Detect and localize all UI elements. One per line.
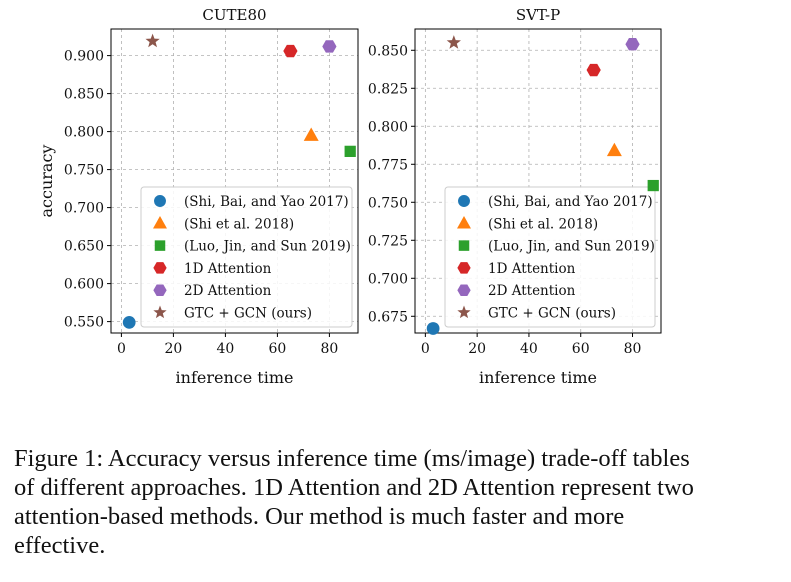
y-tick-label: 0.825: [368, 81, 408, 97]
x-tick-label: 20: [468, 341, 486, 357]
plot-frame: [110, 28, 359, 334]
legend-entry: 1D Attention: [184, 261, 272, 277]
data-point-luo-jin-and-sun-2019: [344, 145, 356, 157]
legend: (Shi, Bai, and Yao 2017) (Shi et al. 2018…: [444, 186, 656, 328]
plot-frame: [414, 28, 662, 334]
legend-entry: (Shi et al. 2018): [488, 216, 598, 232]
y-tick-label: 0.550: [64, 315, 104, 331]
data-point-gtc-gcn-ours: [446, 35, 461, 49]
legend-box: [444, 186, 656, 328]
chart-title: CUTE80: [202, 6, 266, 24]
x-tick-label: 40: [520, 341, 538, 357]
data-point-2d-attention: [625, 38, 640, 51]
y-tick-label: 0.850: [64, 87, 104, 103]
x-tick-label: 60: [268, 341, 286, 357]
chart-panel-svt-p: 0 20 40 60 80 0.675 0.700 0.725 0.750 0.775 0.800 0…: [368, 6, 662, 387]
legend-marker-2d-attention: [153, 284, 167, 296]
chart-panel-cute80: 0 20 40 60 80 0.550 0.600 0.650 0.700 0.750 0.800 0…: [37, 6, 359, 387]
legend-marker-shi-et-al-2018: [457, 215, 471, 229]
y-tick-label: 0.700: [368, 271, 408, 287]
y-tick-label: 0.725: [368, 233, 408, 249]
x-tick-label: 80: [320, 341, 338, 357]
legend-marker-shi-bai-and-yao-2017: [458, 195, 470, 207]
y-tick-label: 0.850: [368, 43, 408, 59]
legend-entry: 1D Attention: [488, 261, 576, 277]
legend-marker-2d-attention: [457, 284, 471, 296]
legend-entry: GTC + GCN (ours): [184, 306, 312, 322]
x-axis-label: inference time: [479, 368, 597, 387]
legend-marker-shi-bai-and-yao-2017: [154, 195, 166, 207]
legend-marker-luo-jin-and-sun-2019: [458, 240, 470, 251]
x-tick-label: 0: [117, 341, 126, 357]
data-point-shi-et-al-2018: [606, 142, 622, 157]
legend-entry: (Shi, Bai, and Yao 2017): [488, 194, 653, 210]
data-point-gtc-gcn-ours: [145, 33, 160, 48]
legend-entry: (Shi et al. 2018): [184, 216, 294, 232]
x-tick-label: 60: [572, 341, 590, 357]
legend: (Shi, Bai, and Yao 2017) (Shi et al. 2018…: [140, 186, 353, 328]
data-point-shi-bai-and-yao-2017: [426, 322, 440, 335]
legend-marker-luo-jin-and-sun-2019: [154, 240, 166, 251]
y-tick-label: 0.900: [64, 49, 104, 65]
legend-marker-shi-et-al-2018: [153, 215, 167, 229]
y-tick-label: 0.750: [368, 195, 408, 211]
x-tick-label: 20: [164, 341, 182, 357]
x-tick-label: 80: [624, 341, 642, 357]
chart-title: SVT-P: [516, 6, 560, 24]
y-tick-label: 0.750: [64, 163, 104, 179]
data-point-shi-et-al-2018: [303, 127, 319, 141]
y-tick-label: 0.675: [368, 309, 408, 325]
y-tick-label: 0.800: [368, 119, 408, 135]
y-tick-label: 0.650: [64, 239, 104, 255]
legend-marker-1d-attention: [153, 262, 167, 274]
legend-marker-1d-attention: [457, 262, 471, 274]
x-tick-label: 40: [216, 341, 234, 357]
data-point-1d-attention: [283, 44, 298, 58]
y-axis-label: accuracy: [37, 145, 56, 218]
legend-box: [140, 186, 353, 328]
data-point-1d-attention: [586, 63, 601, 77]
legend-entry: (Luo, Jin, and Sun 2019): [488, 239, 655, 255]
legend-entry: 2D Attention: [488, 283, 576, 299]
x-tick-label: 0: [421, 341, 430, 357]
figure-caption: Figure 1: Accuracy versus inference time…: [14, 445, 694, 559]
legend-entry: GTC + GCN (ours): [488, 306, 616, 322]
data-point-shi-bai-and-yao-2017: [122, 315, 136, 329]
data-point-luo-jin-and-sun-2019: [647, 179, 659, 192]
data-point-2d-attention: [322, 40, 337, 53]
y-tick-label: 0.800: [64, 125, 104, 141]
legend-entry: 2D Attention: [184, 283, 272, 299]
y-tick-label: 0.600: [64, 277, 104, 293]
figure: 0 20 40 60 800.5500.6000.6500.7000.7500.8000…: [37, 6, 662, 387]
legend-marker-gtc-gcn-ours: [153, 305, 167, 319]
x-axis-label: inference time: [176, 368, 294, 387]
legend-marker-gtc-gcn-ours: [457, 305, 471, 319]
legend-entry: (Luo, Jin, and Sun 2019): [184, 239, 351, 255]
legend-entry: (Shi, Bai, and Yao 2017): [184, 194, 349, 210]
y-tick-label: 0.775: [368, 157, 408, 173]
y-tick-label: 0.700: [64, 201, 104, 217]
